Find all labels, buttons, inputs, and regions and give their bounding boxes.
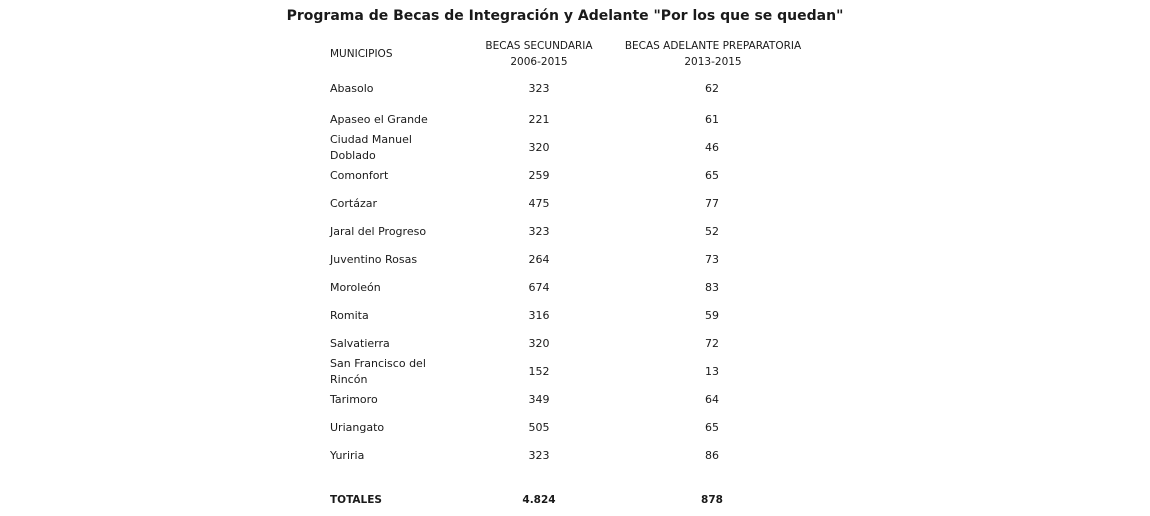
municipio-cell: Tarimoro <box>330 393 378 406</box>
preparatoria-cell: 65 <box>705 169 719 182</box>
secundaria-cell: 320 <box>528 337 550 350</box>
municipio-cell: Cortázar <box>330 197 378 210</box>
secundaria-cell: 264 <box>528 253 550 266</box>
header-becas-secundaria-line2: 2006-2015 <box>510 56 568 68</box>
secundaria-cell: 323 <box>528 449 550 462</box>
municipio-cell: Romita <box>330 309 369 322</box>
page-title: Programa de Becas de Integración y Adela… <box>286 8 844 24</box>
preparatoria-cell: 62 <box>705 82 719 95</box>
municipio-cell: Yuriria <box>330 449 365 462</box>
municipio-cell: Uriangato <box>330 421 385 434</box>
secundaria-cell: 349 <box>528 393 550 406</box>
secundaria-cell: 259 <box>528 169 550 182</box>
municipio-cell: Salvatierra <box>330 337 390 350</box>
secundaria-cell: 475 <box>528 197 550 210</box>
municipio-cell: San Francisco del Rincón <box>330 357 426 386</box>
secundaria-cell: 323 <box>528 225 550 238</box>
preparatoria-cell: 52 <box>705 225 719 238</box>
secundaria-cell: 505 <box>528 421 550 434</box>
preparatoria-cell: 46 <box>705 141 719 154</box>
preparatoria-cell: 65 <box>705 421 719 434</box>
totals-secundaria: 4.824 <box>522 494 556 506</box>
secundaria-cell: 323 <box>528 82 550 95</box>
header-municipios: MUNICIPIOS <box>330 48 393 60</box>
secundaria-cell: 221 <box>528 113 550 126</box>
totals-preparatoria: 878 <box>701 494 723 506</box>
municipio-cell: Ciudad Manuel Doblado <box>330 133 412 162</box>
secundaria-cell: 674 <box>528 281 550 294</box>
preparatoria-cell: 73 <box>705 253 719 266</box>
preparatoria-cell: 61 <box>705 113 719 126</box>
municipio-cell: Comonfort <box>330 169 389 182</box>
preparatoria-cell: 72 <box>705 337 719 350</box>
secundaria-cell: 320 <box>528 141 550 154</box>
header-becas-preparatoria-line1: BECAS ADELANTE PREPARATORIA <box>624 40 802 52</box>
municipio-cell: Juventino Rosas <box>330 253 418 266</box>
preparatoria-cell: 64 <box>705 393 719 406</box>
preparatoria-cell: 77 <box>705 197 719 210</box>
preparatoria-cell: 59 <box>705 309 719 322</box>
header-becas-preparatoria: BECAS ADELANTE PREPARATORIA 2013-2015 <box>583 38 843 70</box>
municipio-cell: Abasolo <box>330 82 374 95</box>
totals-label: TOTALES <box>330 494 382 506</box>
preparatoria-cell: 86 <box>705 449 719 462</box>
header-becas-secundaria: BECAS SECUNDARIA 2006-2015 <box>409 38 669 70</box>
header-becas-preparatoria-line2: 2013-2015 <box>684 56 742 68</box>
municipio-cell: Jaral del Progreso <box>330 225 427 238</box>
header-becas-secundaria-line1: BECAS SECUNDARIA <box>485 40 593 52</box>
preparatoria-cell: 83 <box>705 281 719 294</box>
municipio-cell: Apaseo el Grande <box>330 113 428 126</box>
secundaria-cell: 316 <box>528 309 550 322</box>
municipio-cell: Moroleón <box>330 281 381 294</box>
secundaria-cell: 152 <box>528 365 550 378</box>
preparatoria-cell: 13 <box>705 365 719 378</box>
